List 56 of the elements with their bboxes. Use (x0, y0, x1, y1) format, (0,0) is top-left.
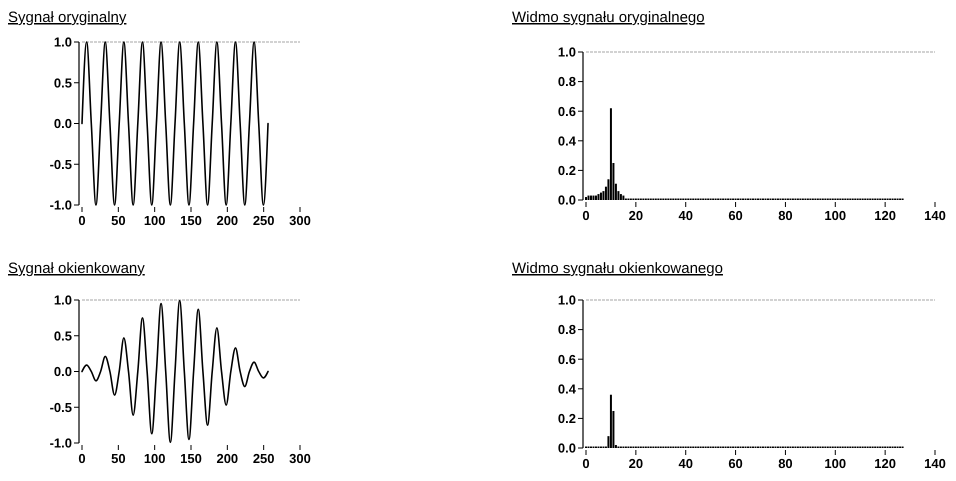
x-tick-label: 40 (678, 208, 693, 223)
x-tick-label: 40 (678, 456, 693, 471)
chart-title: Widmo sygnału okienkowanego (512, 260, 723, 277)
y-tick-label: 0.8 (558, 322, 576, 338)
y-tick-label: 1.0 (558, 44, 576, 60)
y-tick-label: 0.8 (558, 74, 576, 90)
x-tick-label: 300 (289, 213, 311, 228)
y-tick-label: 1.0 (558, 292, 576, 308)
y-tick-label: -1.0 (50, 436, 72, 451)
x-tick-label: 0 (78, 451, 86, 466)
y-tick-label: 0.0 (558, 440, 576, 456)
y-tick-label: 0.2 (558, 410, 576, 426)
y-tick-label: 0.6 (558, 352, 576, 367)
y-tick-label: -1.0 (50, 198, 72, 213)
x-tick-label: 60 (728, 456, 743, 471)
x-tick-label: 100 (824, 456, 846, 471)
x-tick-label: 100 (144, 213, 166, 228)
chart-title: Sygnał oryginalny (8, 9, 127, 26)
x-tick-label: 200 (216, 451, 238, 466)
y-tick-label: 0.0 (54, 116, 72, 132)
y-tick-label: 0.6 (558, 104, 576, 119)
y-tick-label: 1.0 (54, 292, 72, 308)
x-tick-label: 120 (874, 456, 896, 471)
x-tick-label: 120 (874, 208, 896, 223)
y-tick-label: 0.2 (558, 162, 576, 178)
y-tick-label: 0.5 (54, 75, 72, 90)
y-tick-label: -0.5 (50, 400, 72, 415)
y-tick-label: 0.4 (558, 381, 577, 396)
x-tick-label: 250 (252, 451, 275, 466)
y-tick-label: 1.0 (54, 34, 72, 50)
x-tick-label: 100 (144, 451, 166, 466)
x-tick-label: 100 (824, 208, 846, 223)
x-tick-label: 300 (289, 451, 311, 466)
x-tick-label: 50 (111, 213, 126, 228)
x-tick-label: 20 (628, 456, 644, 471)
x-tick-label: 20 (628, 208, 644, 223)
y-tick-label: 0.0 (558, 192, 576, 208)
y-tick-label: -0.5 (50, 156, 72, 172)
x-tick-label: 60 (728, 208, 743, 223)
x-tick-label: 0 (78, 213, 86, 228)
x-tick-label: 80 (778, 456, 793, 471)
y-tick-label: 0.5 (54, 328, 72, 344)
y-tick-label: 0.4 (558, 133, 577, 148)
x-tick-label: 150 (180, 451, 202, 466)
x-tick-label: 250 (252, 213, 275, 228)
y-tick-label: 0.0 (54, 364, 72, 380)
x-tick-label: 0 (582, 208, 590, 223)
chart-title: Sygnał okienkowany (8, 260, 146, 277)
x-tick-label: 200 (216, 213, 238, 228)
x-tick-label: 50 (111, 451, 126, 466)
x-tick-label: 150 (180, 213, 202, 228)
chart-title: Widmo sygnału oryginalnego (512, 9, 705, 26)
x-tick-label: 80 (778, 208, 793, 223)
x-tick-label: 140 (924, 208, 946, 223)
x-tick-label: 140 (924, 456, 946, 471)
x-tick-label: 0 (582, 456, 590, 471)
